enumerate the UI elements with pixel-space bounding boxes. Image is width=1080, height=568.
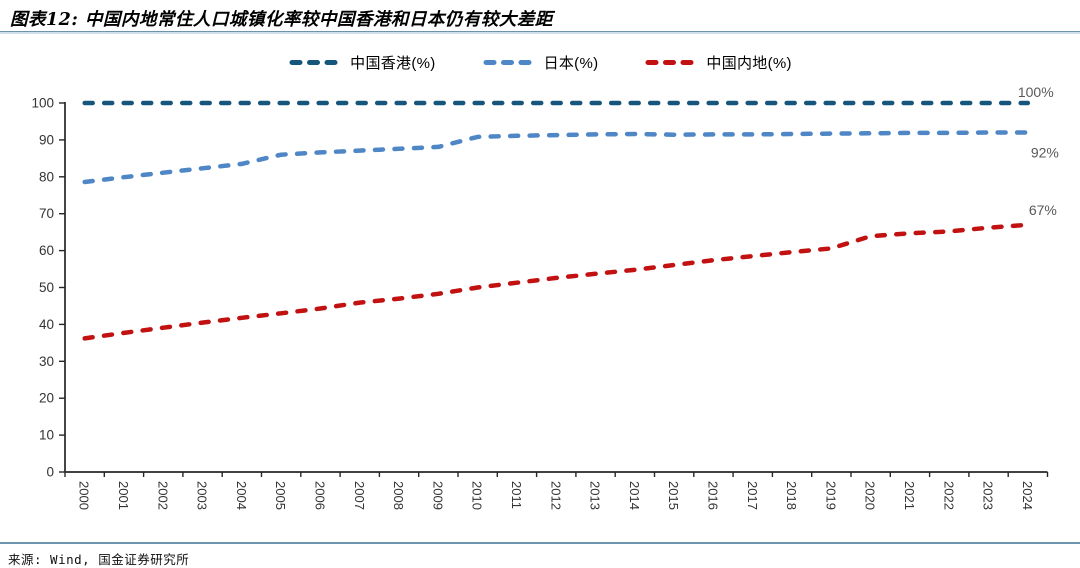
legend-dash-mainland-icon: [645, 60, 699, 65]
svg-text:2005: 2005: [273, 481, 288, 510]
svg-text:2015: 2015: [666, 481, 681, 510]
svg-text:2003: 2003: [195, 481, 210, 510]
svg-text:0: 0: [46, 465, 54, 480]
svg-text:2010: 2010: [470, 481, 485, 510]
legend-label-mainland: 中国内地(%): [706, 55, 792, 72]
svg-text:2004: 2004: [234, 481, 249, 510]
legend-label-hongkong: 中国香港(%): [350, 55, 436, 72]
svg-text:80: 80: [39, 169, 54, 184]
chart-legend: 中国香港(%) 日本(%) 中国内地(%): [0, 52, 1080, 73]
chart-title: 图表12: 中国内地常住人口城镇化率较中国香港和日本仍有较大差距: [10, 10, 553, 30]
svg-text:2008: 2008: [391, 481, 406, 510]
source-note: 来源: Wind, 国金证券研究所: [8, 552, 190, 567]
line-chart: 0 10 20 30 40 50 60 70 80 90 100 2000 2001 2002 2003 20…: [31, 84, 1059, 510]
legend-label-japan: 日本(%): [543, 55, 599, 72]
end-label-japan: 92%: [1031, 145, 1059, 161]
legend-item-hongkong: 中国香港(%): [288, 52, 435, 73]
svg-text:90: 90: [39, 132, 54, 147]
footer-separator-line: [0, 542, 1080, 544]
svg-text:2019: 2019: [823, 481, 838, 510]
svg-text:2012: 2012: [548, 481, 563, 510]
svg-text:2006: 2006: [312, 481, 327, 510]
svg-text:10: 10: [39, 428, 54, 443]
svg-text:60: 60: [39, 243, 54, 258]
legend-dash-japan-icon: [483, 60, 537, 65]
svg-text:2016: 2016: [705, 481, 720, 510]
svg-text:70: 70: [39, 206, 54, 221]
svg-text:2014: 2014: [627, 481, 642, 510]
svg-text:2023: 2023: [981, 481, 996, 510]
svg-text:2002: 2002: [155, 481, 170, 510]
svg-text:2017: 2017: [745, 481, 760, 510]
end-label-hongkong: 100%: [1018, 85, 1054, 100]
svg-text:2000: 2000: [77, 481, 92, 510]
svg-text:2013: 2013: [588, 481, 603, 510]
chart-plot-area: 0 10 20 30 40 50 60 70 80 90 100 2000 2001 2002 2003 20…: [0, 84, 1080, 535]
svg-text:2024: 2024: [1020, 481, 1035, 510]
legend-dash-hongkong-icon: [289, 60, 343, 65]
legend-item-japan: 日本(%): [482, 52, 599, 73]
svg-text:50: 50: [39, 280, 54, 295]
svg-text:2021: 2021: [902, 481, 917, 510]
svg-text:40: 40: [39, 317, 54, 332]
svg-text:2018: 2018: [784, 481, 799, 510]
svg-text:2009: 2009: [430, 481, 445, 510]
svg-text:100: 100: [31, 96, 54, 111]
svg-text:2022: 2022: [941, 481, 956, 510]
svg-text:2011: 2011: [509, 481, 524, 509]
end-label-mainland: 67%: [1029, 202, 1057, 218]
legend-item-mainland: 中国内地(%): [644, 52, 792, 73]
svg-text:2001: 2001: [116, 481, 131, 510]
svg-text:2007: 2007: [352, 481, 367, 510]
title-separator-line: [0, 31, 1080, 34]
svg-text:30: 30: [39, 354, 54, 369]
svg-text:2020: 2020: [863, 481, 878, 510]
svg-text:20: 20: [39, 391, 54, 406]
